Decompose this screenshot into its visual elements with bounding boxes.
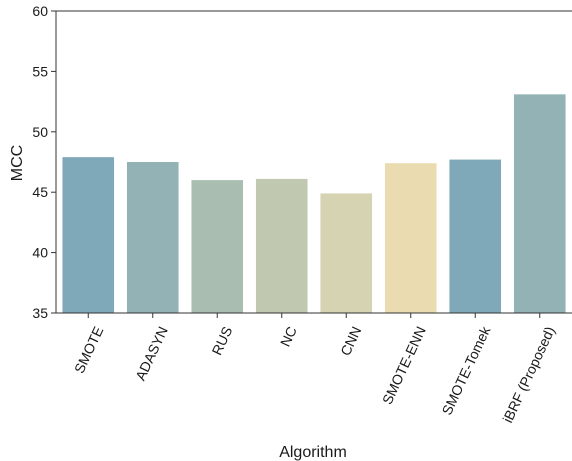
x-tick-label: RUS	[208, 324, 235, 358]
y-tick-label: 55	[32, 63, 48, 79]
bars-group	[62, 94, 566, 314]
y-tick-label: 50	[32, 124, 48, 140]
bar-rus	[191, 180, 244, 313]
bar-nc	[255, 178, 308, 313]
y-tick-label: 35	[32, 305, 48, 321]
y-axis-title: MCC	[9, 145, 26, 181]
bar-smote-tomek	[449, 159, 502, 313]
bar-smote	[62, 157, 115, 313]
bar-ibrf-proposed	[513, 94, 566, 314]
bar-cnn	[320, 193, 373, 313]
x-tick-label: SMOTE-ENN	[379, 324, 429, 407]
x-tick-label: SMOTE	[71, 324, 107, 376]
x-axis-ticks: SMOTE ADASYN RUS NC CNN SMOTE-ENN SMOTE-Tomek i…	[71, 313, 558, 425]
x-tick-label: ADASYN	[132, 324, 171, 383]
x-axis-title: Algorithm	[279, 444, 347, 461]
y-tick-label: 60	[32, 3, 48, 19]
x-tick-label: iBRF (Proposed)	[499, 324, 558, 425]
y-tick-label: 45	[32, 184, 48, 200]
x-tick-label: CNN	[337, 324, 364, 358]
y-axis-ticks: 35 40 45 50 55 60	[32, 3, 56, 321]
x-tick-label: SMOTE-Tomek	[438, 323, 493, 417]
y-tick-label: 40	[32, 245, 48, 261]
bar-adasyn	[126, 162, 179, 313]
bar-smote-enn	[384, 163, 437, 313]
x-tick-label: NC	[277, 324, 300, 349]
